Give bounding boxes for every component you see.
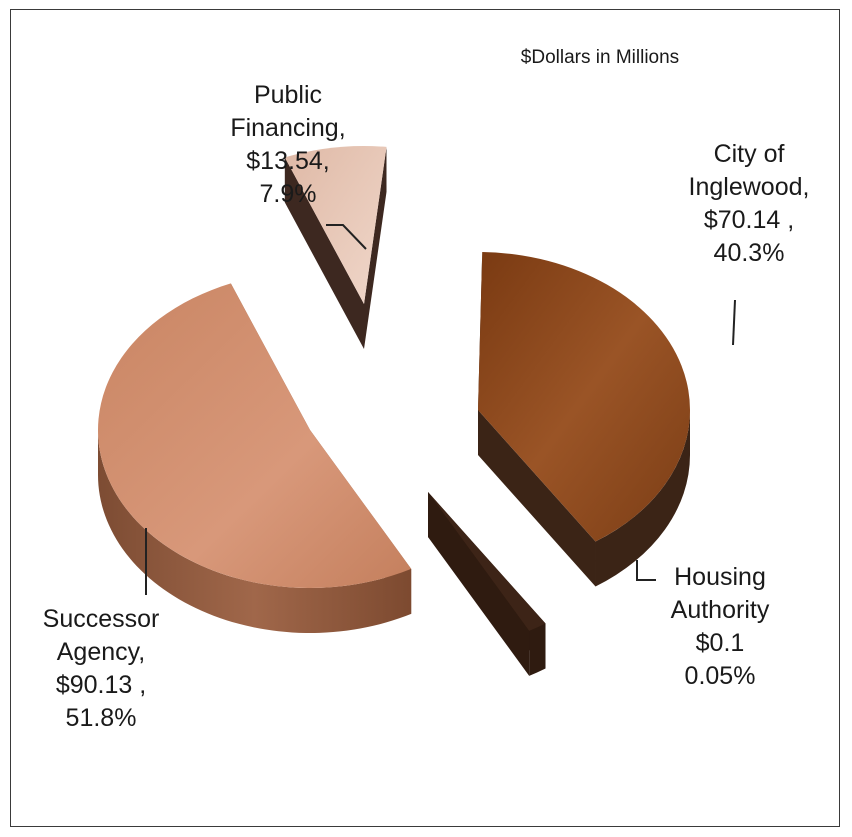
leader-line-city-of-inglewood — [732, 299, 736, 346]
slice-side-successor-agency — [98, 430, 412, 633]
label-line-public-financing: $13.54, — [246, 147, 329, 175]
slice-side-city-of-inglewood — [595, 410, 690, 587]
label-line-successor-agency: 51.8% — [66, 704, 137, 732]
slice-wall-housing-authority — [428, 492, 530, 676]
label-city-of-inglewood: City of Inglewood, $70.14 , 40.3% — [689, 140, 810, 267]
label-housing-authority: Housing Authority $0.1 0.05% — [671, 563, 770, 690]
slice-city-of-inglewood — [478, 252, 691, 587]
chart-title: $Dollars in Millions — [521, 47, 679, 68]
label-line-public-financing: Financing, — [230, 114, 345, 142]
label-line-housing-authority: Housing — [674, 563, 766, 591]
label-line-housing-authority: Authority — [671, 596, 770, 624]
label-line-city-of-inglewood: Inglewood, — [689, 173, 810, 201]
label-line-successor-agency: $90.13 , — [56, 671, 146, 699]
label-line-public-financing: Public — [254, 81, 322, 109]
slice-top-city-of-inglewood — [478, 252, 691, 542]
slice-housing-authority — [428, 492, 546, 676]
slice-wall-public-financing — [364, 146, 387, 349]
label-line-housing-authority: 0.05% — [685, 662, 756, 690]
slice-top-successor-agency — [98, 283, 412, 588]
slice-successor-agency — [98, 283, 412, 633]
slice-wall-public-financing — [284, 157, 364, 349]
leader-line-public-financing — [326, 224, 367, 250]
label-line-public-financing: 7.9% — [260, 180, 317, 208]
label-public-financing: Public Financing, $13.54, 7.9% — [230, 81, 345, 208]
label-line-city-of-inglewood: $70.14 , — [704, 206, 794, 234]
slice-wall-city-of-inglewood — [478, 410, 596, 587]
label-successor-agency: Successor Agency, $90.13 , 51.8% — [43, 605, 160, 732]
label-line-city-of-inglewood: 40.3% — [714, 239, 785, 267]
label-line-city-of-inglewood: City of — [714, 140, 785, 168]
label-line-successor-agency: Agency, — [57, 638, 145, 666]
label-line-successor-agency: Successor — [43, 605, 160, 633]
label-line-housing-authority: $0.1 — [696, 629, 745, 657]
leader-line-housing-authority — [636, 560, 656, 581]
slice-side-housing-authority — [529, 623, 546, 676]
slice-top-housing-authority — [428, 492, 546, 631]
slice-public-financing — [284, 146, 387, 349]
